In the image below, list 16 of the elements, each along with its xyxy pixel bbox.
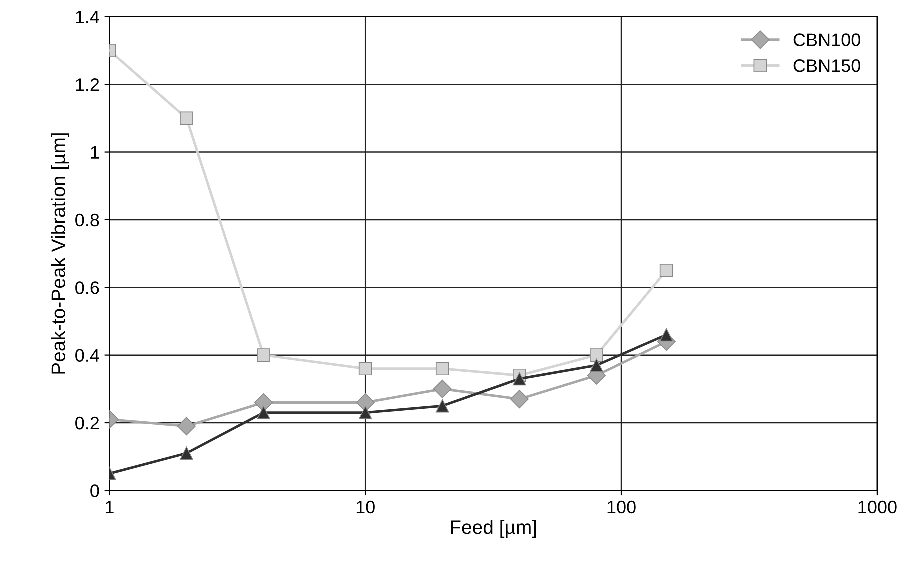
- y-axis-title: Peak-to-Peak Vibration [µm]: [51, 134, 70, 374]
- legend-label: CBN100: [794, 34, 860, 46]
- x-axis-title: Feed [µm]: [451, 520, 536, 538]
- x-tick-label: 10: [356, 500, 375, 514]
- y-tick-label: 1.4: [76, 11, 100, 24]
- y-tick-label: 0.2: [76, 416, 100, 430]
- y-tick-label: 0.4: [76, 349, 100, 362]
- y-tick-label: 1: [91, 146, 100, 159]
- y-tick-label: 0.8: [76, 214, 100, 227]
- y-tick-label: 1.2: [76, 78, 100, 92]
- x-tick-label: 1000: [858, 500, 897, 514]
- x-tick-label: 1: [106, 501, 114, 514]
- legend-label: CBN150: [794, 60, 860, 72]
- y-tick-label: 0: [90, 484, 100, 498]
- x-tick-label: 100: [608, 500, 636, 514]
- y-tick-label: 0.6: [76, 282, 100, 294]
